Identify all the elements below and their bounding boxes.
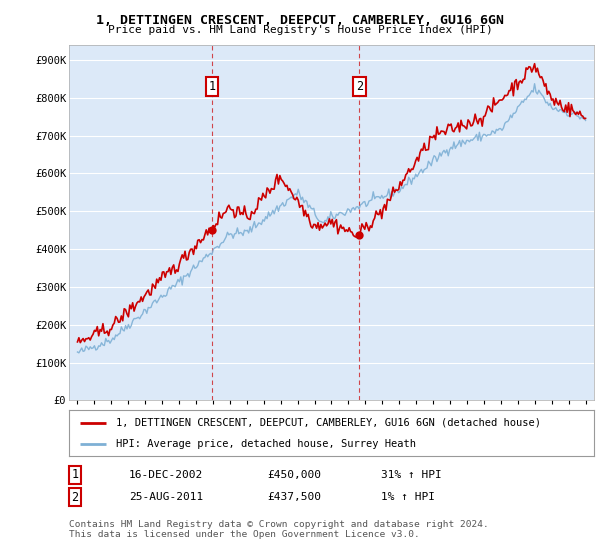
Text: Contains HM Land Registry data © Crown copyright and database right 2024.
This d: Contains HM Land Registry data © Crown c… — [69, 520, 489, 539]
Text: 1: 1 — [209, 80, 216, 93]
Text: 2: 2 — [71, 491, 79, 504]
Text: 1, DETTINGEN CRESCENT, DEEPCUT, CAMBERLEY, GU16 6GN: 1, DETTINGEN CRESCENT, DEEPCUT, CAMBERLE… — [96, 14, 504, 27]
Text: £437,500: £437,500 — [267, 492, 321, 502]
Text: £450,000: £450,000 — [267, 470, 321, 480]
Text: 2: 2 — [356, 80, 363, 93]
Text: 1: 1 — [71, 468, 79, 482]
Text: 16-DEC-2002: 16-DEC-2002 — [129, 470, 203, 480]
Text: Price paid vs. HM Land Registry's House Price Index (HPI): Price paid vs. HM Land Registry's House … — [107, 25, 493, 35]
Text: 1% ↑ HPI: 1% ↑ HPI — [381, 492, 435, 502]
Text: 25-AUG-2011: 25-AUG-2011 — [129, 492, 203, 502]
Text: HPI: Average price, detached house, Surrey Heath: HPI: Average price, detached house, Surr… — [116, 439, 416, 449]
Text: 31% ↑ HPI: 31% ↑ HPI — [381, 470, 442, 480]
Text: 1, DETTINGEN CRESCENT, DEEPCUT, CAMBERLEY, GU16 6GN (detached house): 1, DETTINGEN CRESCENT, DEEPCUT, CAMBERLE… — [116, 418, 541, 428]
